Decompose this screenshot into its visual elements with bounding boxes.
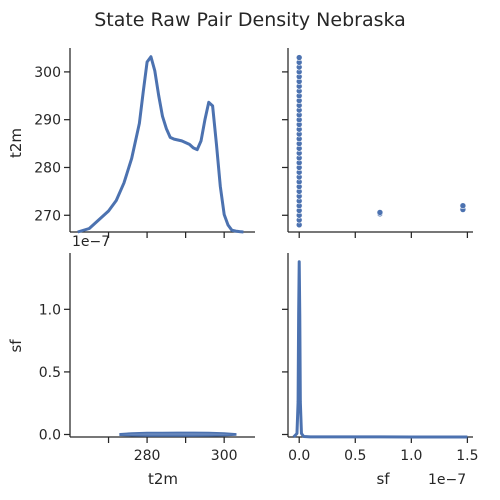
x-axis-label-sf: sf [376,470,390,488]
x-tick-label: 1.0 [400,448,422,464]
panel-t2m-vs-sf-kde: 0.0 0.5 1.0 280 300 [39,253,255,464]
scatter-point [295,54,303,61]
panel-t2m-kde: 270 280 290 300 [34,48,255,238]
y-tick-label: 0.5 [39,365,61,381]
x-tick-label: 0.5 [344,448,366,464]
y-tick-label: 270 [34,208,61,224]
y-offset-label: 1e−7 [72,234,110,250]
t2m-kde-line [77,55,244,234]
y-tick-label: 1.0 [39,302,61,318]
x-tick-label: 1.5 [456,448,478,464]
bivariate-kde-contour [119,431,237,437]
y-tick-label: 0.0 [39,427,61,443]
panel-sf-vs-t2m-scatter [282,48,473,238]
sf-kde-line [292,260,468,439]
panel-sf-kde: 0.0 0.5 1.0 1.5 [282,253,479,464]
scatter-point [376,209,384,216]
y-axis-label-t2m: t2m [7,128,25,158]
y-axis-label-sf: sf [7,339,25,353]
x-offset-label: 1e−7 [428,472,466,488]
x-tick-label: 280 [134,448,161,464]
scatter-point [459,202,467,210]
y-tick-label: 290 [34,113,61,129]
x-tick-label: 300 [211,448,238,464]
y-tick-label: 300 [34,65,61,81]
y-tick-label: 280 [34,160,61,176]
x-axis-label-t2m: t2m [148,470,178,488]
x-tick-label: 0.0 [288,448,310,464]
chart-title: State Raw Pair Density Nebraska [94,9,406,31]
